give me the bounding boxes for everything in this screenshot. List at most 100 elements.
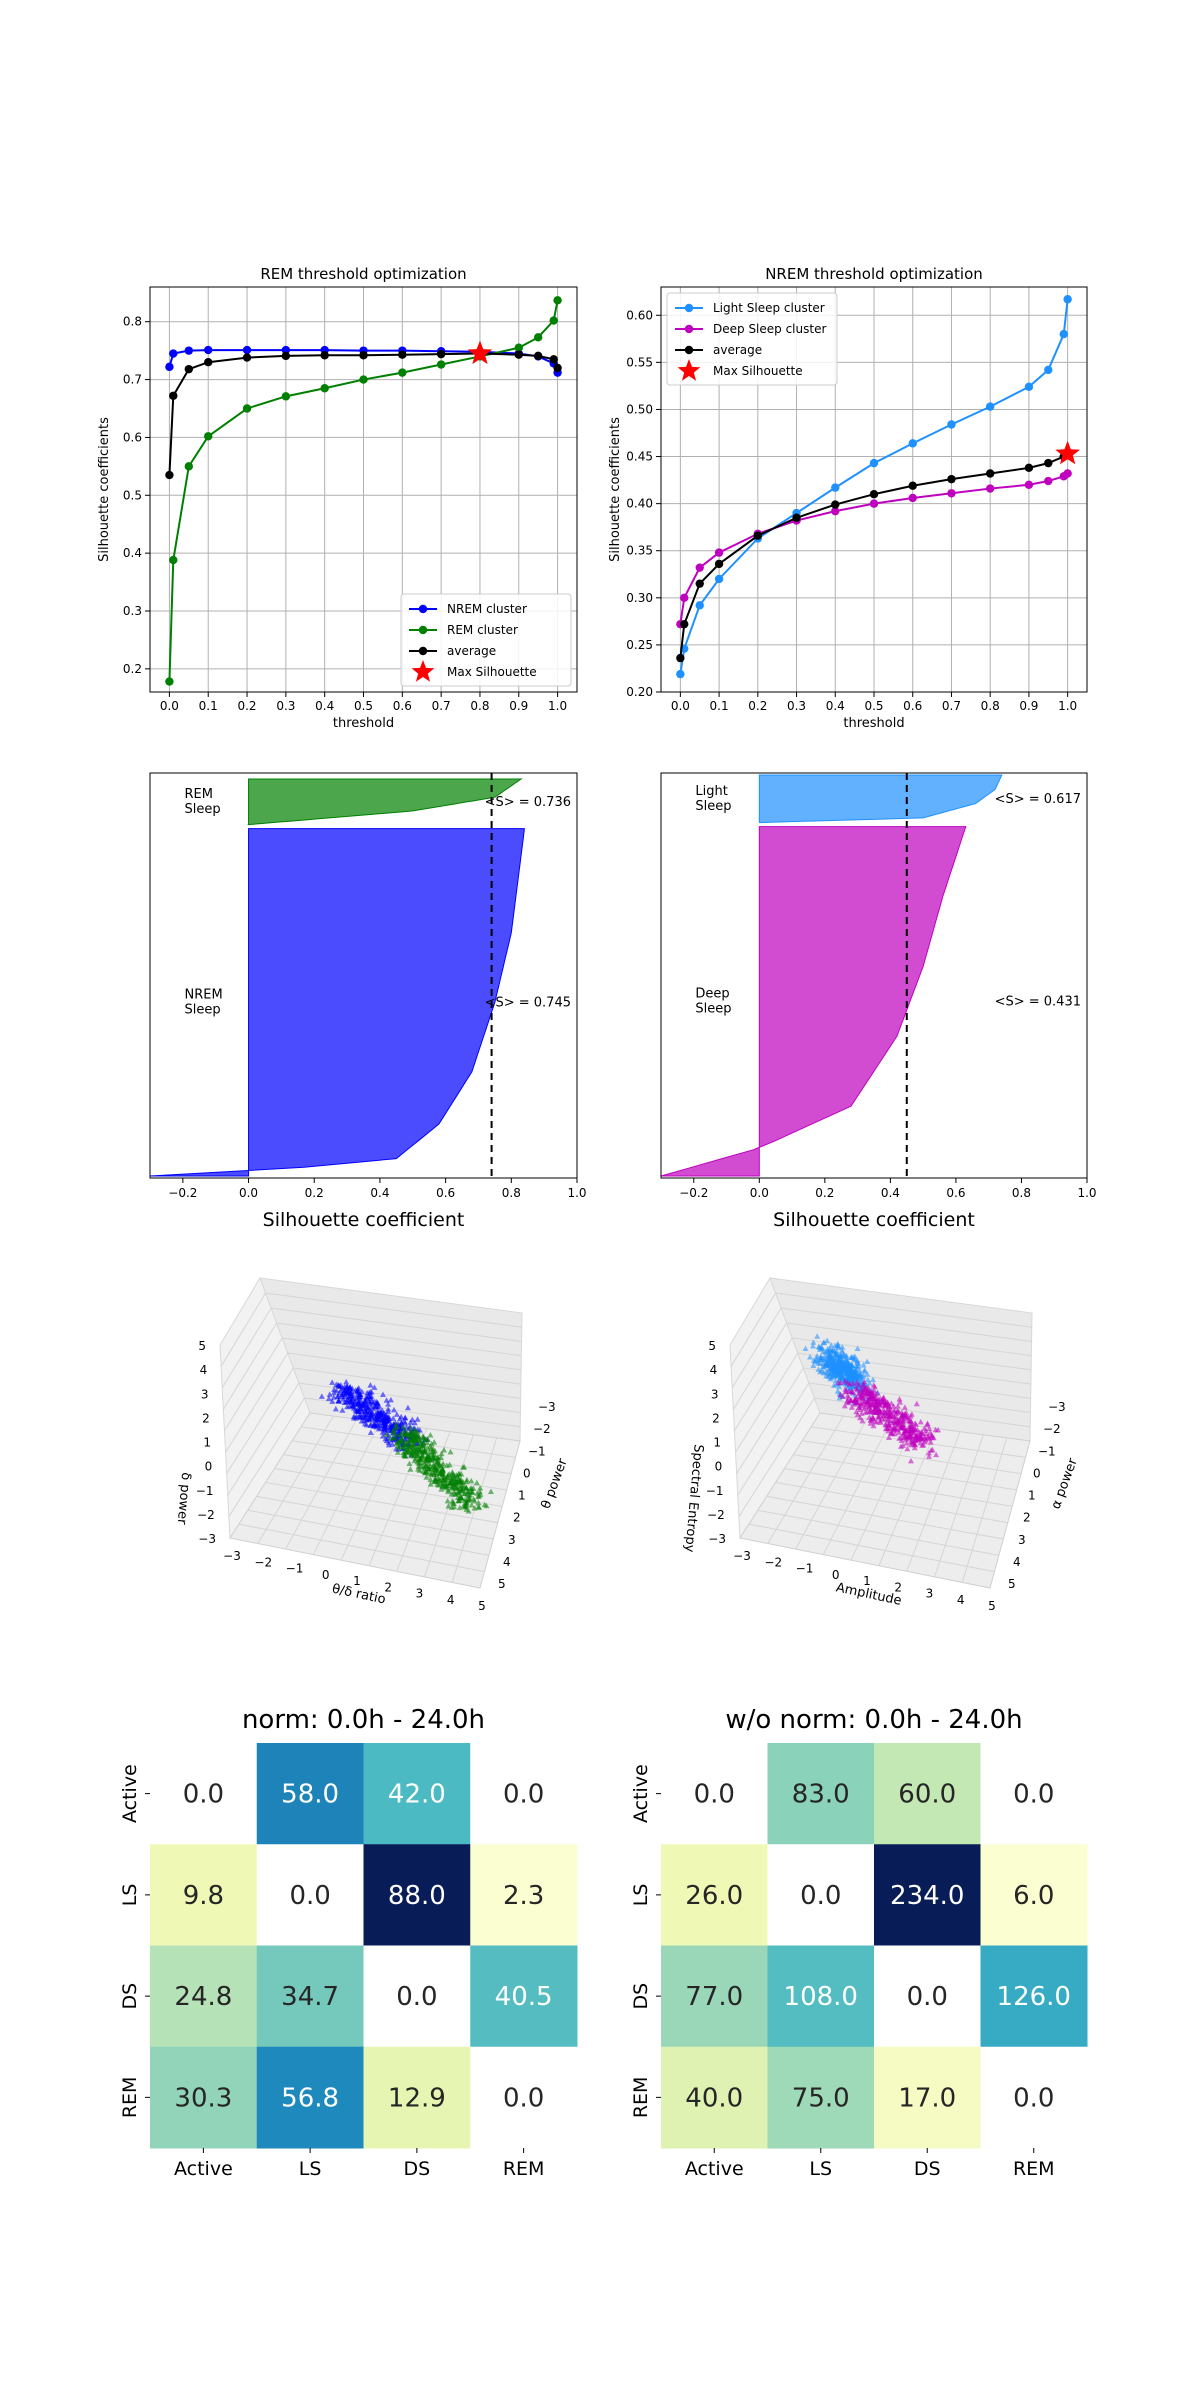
data-point [364, 1404, 371, 1410]
data-point [822, 1361, 829, 1368]
floor-grid-line [775, 1481, 1008, 1524]
data-point [842, 1378, 849, 1384]
data-point [914, 1426, 921, 1433]
data-point [828, 1342, 835, 1348]
x-tick-label: 3 [416, 1587, 424, 1601]
heatmap-cell [980, 1844, 1088, 1946]
data-point [204, 358, 213, 367]
data-point [325, 1395, 332, 1402]
heatmap-cell [363, 1844, 471, 1946]
data-point [365, 1393, 372, 1399]
data-point [904, 1445, 911, 1452]
data-point [320, 384, 329, 393]
data-point [355, 1385, 362, 1391]
y-tick-label: 0 [1033, 1466, 1041, 1480]
data-point [435, 1465, 442, 1471]
data-point [1024, 480, 1034, 489]
data-point [438, 1486, 445, 1492]
floor-grid-line [767, 1415, 844, 1544]
data-point [908, 1418, 915, 1425]
y-tick-label: 1 [1028, 1489, 1036, 1503]
x-tick-label: 2 [894, 1580, 902, 1594]
z-tick-label: 3 [201, 1387, 209, 1401]
data-point [900, 1421, 907, 1428]
data-point [361, 1420, 368, 1427]
data-point [465, 1496, 472, 1502]
heatmap-0: 0.0 58.0 42.0 0.0 9.8 0.0 88.0 2.3 24.8 34.7 0.0 40… [119, 1705, 578, 2180]
heatmap-value: 0.0 [1013, 2083, 1054, 2113]
wall-grid-line [221, 1307, 272, 1389]
data-point [392, 1434, 399, 1441]
wall-grid-line [775, 1292, 1032, 1328]
heatmap-value: 0.0 [694, 1780, 735, 1810]
data-point [204, 432, 213, 441]
heatmap-cell [150, 1743, 258, 1845]
data-point [891, 1414, 898, 1420]
heatmap-value: 12.9 [388, 2083, 446, 2113]
data-point [843, 1365, 850, 1371]
x-tick-label: 2 [384, 1580, 392, 1594]
data-point [475, 1503, 482, 1510]
data-point [985, 484, 995, 493]
heatmap-value: 0.0 [800, 1881, 841, 1911]
data-point [824, 1337, 831, 1344]
data-point [165, 470, 174, 480]
data-point [849, 1383, 856, 1389]
legend-entry: Max Silhouette [447, 665, 537, 679]
data-point [870, 1395, 877, 1401]
data-point [331, 1386, 338, 1392]
x-tick-label: −2 [254, 1555, 272, 1569]
data-point [430, 1454, 437, 1460]
wall-grid-line [224, 1337, 283, 1432]
data-point [875, 1413, 882, 1420]
cluster-mean-label: <S> = 0.745 [485, 995, 571, 1010]
data-point [869, 499, 879, 508]
z-tick-label: 4 [710, 1363, 718, 1377]
data-point [844, 1392, 851, 1399]
wall-grid-line [736, 1367, 804, 1474]
x-tick-label: −0.2 [168, 1186, 197, 1200]
data-point [473, 1479, 480, 1486]
data-point [833, 1348, 840, 1355]
data-point [401, 1452, 408, 1459]
data-point [169, 391, 178, 400]
x-tick-label: 0.8 [502, 1186, 521, 1200]
data-point [867, 1417, 874, 1423]
data-point [439, 1466, 446, 1472]
data-point [907, 1441, 914, 1448]
data-point [476, 1488, 483, 1495]
y-tick-label: 0.35 [626, 544, 653, 558]
data-point [371, 1384, 378, 1390]
data-point [876, 1417, 883, 1424]
x-tick-label: 0.8 [470, 699, 489, 713]
data-point [441, 1446, 448, 1453]
floor-grid-line [795, 1418, 868, 1550]
legend-entry: average [713, 343, 762, 357]
data-point [357, 1413, 364, 1420]
data-point [414, 1416, 421, 1422]
floor-grid-line [748, 1523, 995, 1573]
z-tick-label: 5 [198, 1339, 206, 1353]
heatmap-cell [363, 2046, 471, 2149]
data-point [854, 1411, 861, 1418]
data-point [359, 351, 368, 360]
data-point [792, 513, 801, 522]
data-point [341, 1388, 348, 1395]
floor-grid-line [822, 1422, 891, 1555]
data-point [1063, 295, 1072, 304]
x-tick-label: −2 [764, 1555, 782, 1569]
x-tick-label: 0.8 [1012, 1186, 1031, 1200]
cluster-label: Light Sleep [695, 784, 731, 814]
z-tick-label: −3 [198, 1532, 216, 1546]
legend-entry: Light Sleep cluster [713, 301, 825, 315]
data-point [382, 1435, 389, 1442]
data-point [455, 1497, 462, 1504]
heatmap-value: 0.0 [907, 1982, 948, 2012]
data-point [398, 1431, 405, 1437]
cluster-mean-label: <S> = 0.431 [995, 994, 1081, 1009]
floor-grid-line [257, 1415, 334, 1544]
heatmap-value: 6.0 [1013, 1881, 1054, 1911]
data-point [242, 345, 252, 355]
data-point [362, 1408, 369, 1414]
data-point [401, 1418, 408, 1424]
